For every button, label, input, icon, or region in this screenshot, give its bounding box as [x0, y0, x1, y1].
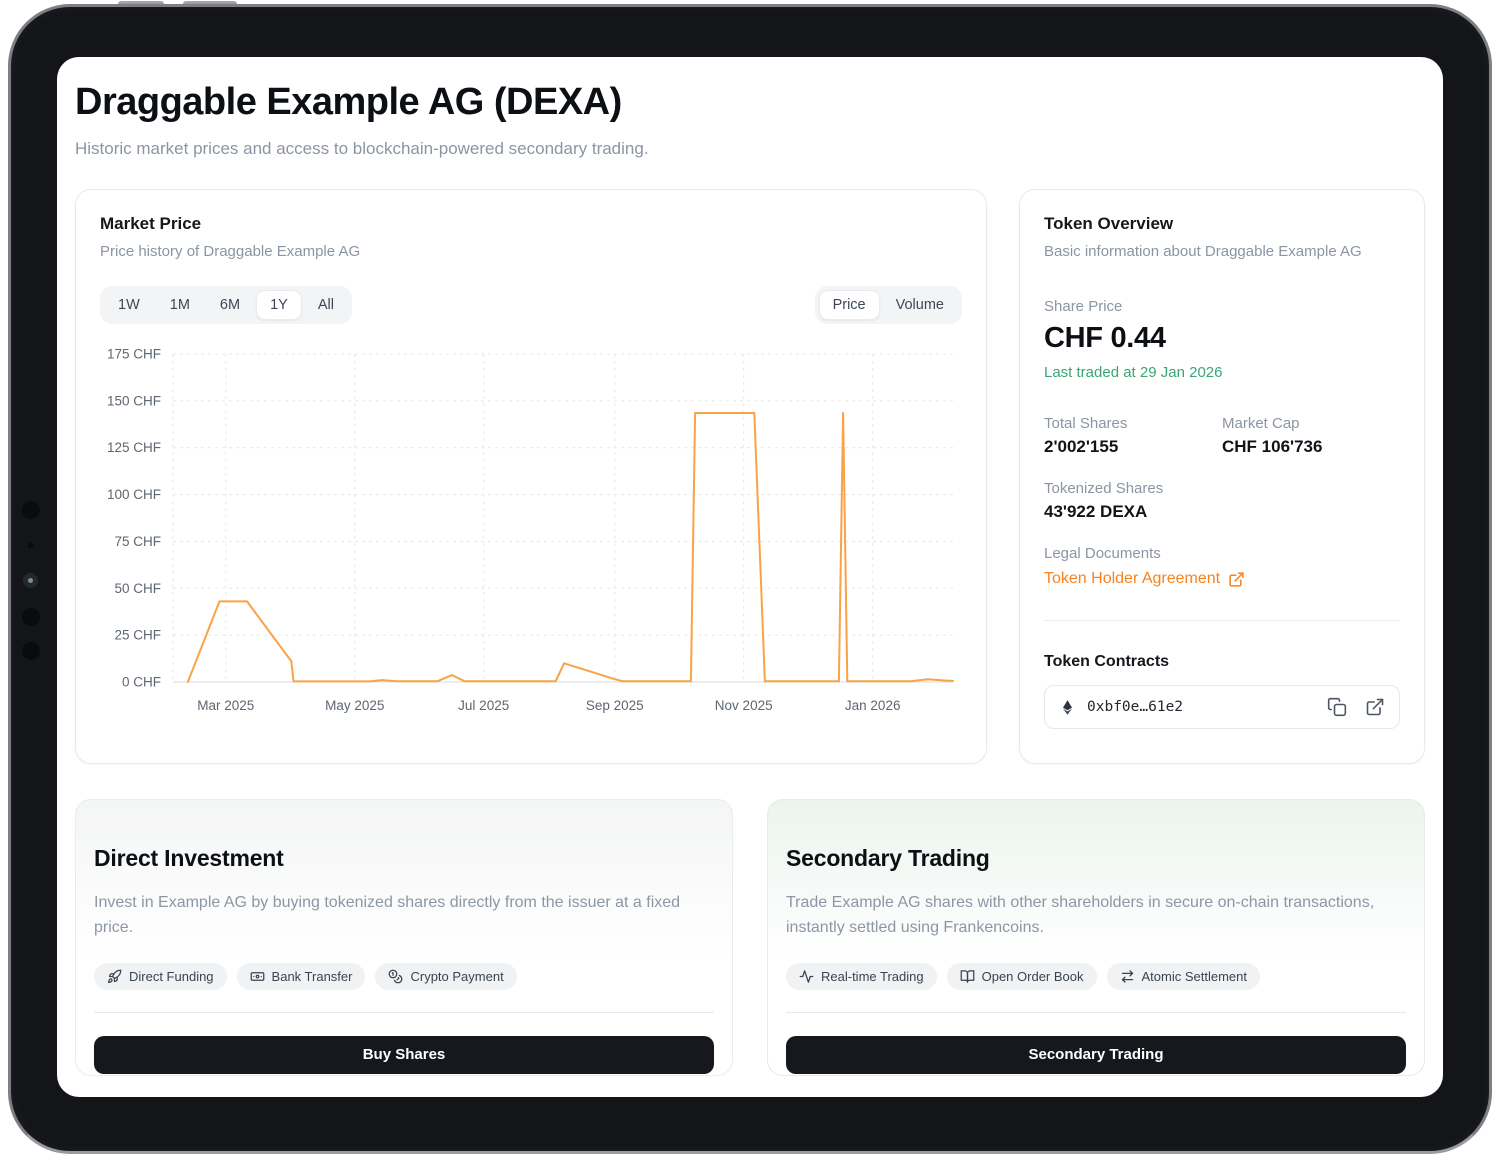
copy-icon [1327, 697, 1347, 717]
direct-investment-badges: Direct Funding Bank Transfer Crypto Paymen… [94, 962, 714, 990]
svg-text:Nov 2025: Nov 2025 [715, 698, 773, 713]
front-sensor-dot [22, 501, 40, 519]
microphone-dot [28, 543, 33, 548]
badge-crypto-payment: Crypto Payment [375, 962, 517, 990]
token-contract-row: 0xbf0e…61e2 [1044, 685, 1400, 729]
option-volume[interactable]: Volume [895, 297, 944, 313]
badge-atomic-settlement: Atomic Settlement [1106, 962, 1260, 990]
market-cap-label: Market Cap [1222, 415, 1300, 432]
svg-text:Sep 2025: Sep 2025 [586, 698, 644, 713]
legal-documents-block: Legal Documents Token Holder Agreement [1044, 545, 1400, 588]
total-shares-label: Total Shares [1044, 415, 1128, 432]
front-sensor-dot [22, 608, 40, 626]
direct-investment-title: Direct Investment [94, 845, 284, 872]
svg-text:Mar 2025: Mar 2025 [197, 698, 254, 713]
top-section: Market Price Price history of Draggable … [75, 189, 1425, 764]
market-price-subtitle: Price history of Draggable Example AG [100, 243, 361, 260]
badge-real-time-trading: Real-time Trading [786, 962, 937, 990]
token-overview-title: Token Overview [1044, 214, 1174, 233]
option-6m[interactable]: 6M [219, 297, 241, 313]
svg-text:May 2025: May 2025 [325, 698, 384, 713]
front-camera-icon [23, 573, 38, 588]
share-price-value: CHF 0.44 [1044, 322, 1166, 354]
token-holder-agreement-link[interactable]: Token Holder Agreement [1044, 570, 1245, 588]
time-range-selector: 1W 1M 6M 1Y All [100, 286, 352, 324]
svg-text:Jul 2025: Jul 2025 [458, 698, 509, 713]
card-divider [94, 1011, 714, 1013]
badge-direct-funding: Direct Funding [94, 962, 227, 990]
arrows-right-left-icon [1121, 970, 1133, 983]
token-overview-card: Token Overview Basic information about D… [1019, 189, 1425, 764]
secondary-trading-badges: Real-time Trading Open Order Book Atomic S… [786, 962, 1406, 990]
token-contracts-title: Token Contracts [1044, 653, 1170, 670]
tablet-frame: Draggable Example AG (DEXA) Historic mar… [8, 4, 1492, 1154]
bottom-section: Direct Investment Invest in Example AG b… [75, 799, 1425, 1076]
svg-text:0 CHF: 0 CHF [122, 675, 161, 690]
option-1w[interactable]: 1W [118, 297, 140, 313]
badge-bank-transfer: Bank Transfer [236, 962, 366, 990]
rocket-icon [107, 969, 122, 983]
tokenized-shares-label: Tokenized Shares [1044, 480, 1164, 497]
price-history-chart: 175 CHF 150 CHF 125 CHF 100 CHF 75 CHF 50 CHF… [107, 347, 954, 713]
token-overview-subtitle: Basic information about Draggable Exampl… [1044, 243, 1362, 260]
svg-text:100 CHF: 100 CHF [107, 487, 161, 502]
svg-text:Jan 2026: Jan 2026 [845, 698, 901, 713]
badge-open-order-book: Open Order Book [946, 962, 1097, 990]
secondary-trading-card: Secondary Trading Trade Example AG share… [767, 799, 1425, 1076]
svg-text:125 CHF: 125 CHF [107, 440, 161, 455]
chart-controls: 1W 1M 6M 1Y All Price Volume [100, 286, 962, 324]
secondary-trading-description: Trade Example AG shares with other share… [786, 894, 1375, 936]
contract-actions [1327, 697, 1385, 717]
book-open-icon [960, 970, 974, 983]
share-price-block: Share Price CHF 0.44 Last traded at 29 J… [1044, 298, 1400, 381]
shares-stats-row: Total Shares 2'002'155 Market Cap CHF 10… [1044, 415, 1400, 457]
copy-address-button[interactable] [1327, 697, 1347, 717]
option-all[interactable]: All [317, 297, 334, 313]
coins-icon [389, 969, 403, 984]
total-shares-stat: Total Shares 2'002'155 [1044, 415, 1222, 457]
front-sensor-dot [22, 642, 40, 660]
open-contract-button[interactable] [1365, 697, 1385, 717]
app-screen: Draggable Example AG (DEXA) Historic mar… [57, 57, 1443, 1097]
svg-text:150 CHF: 150 CHF [107, 393, 161, 408]
banknote-icon [250, 971, 264, 981]
market-price-title: Market Price [100, 214, 202, 233]
direct-investment-description: Invest in Example AG by buying tokenized… [94, 894, 681, 936]
external-link-icon [1229, 571, 1244, 587]
option-price[interactable]: Price [818, 290, 880, 320]
legal-link-label: Token Holder Agreement [1044, 570, 1221, 587]
total-shares-value: 2'002'155 [1044, 437, 1119, 456]
option-1y[interactable]: 1Y [256, 290, 302, 320]
market-cap-stat: Market Cap CHF 106'736 [1222, 415, 1400, 457]
last-traded-text: Last traded at 29 Jan 2026 [1044, 364, 1223, 381]
market-price-card: Market Price Price history of Draggable … [75, 189, 987, 764]
secondary-trading-button[interactable]: Secondary Trading [786, 1035, 1406, 1074]
card-divider [786, 1011, 1406, 1013]
page-subtitle: Historic market prices and access to blo… [75, 139, 649, 158]
direct-investment-card: Direct Investment Invest in Example AG b… [75, 799, 733, 1076]
price-volume-toggle: Price Volume [814, 286, 962, 324]
buy-shares-button[interactable]: Buy Shares [94, 1035, 714, 1074]
ethereum-icon [1062, 699, 1073, 715]
activity-icon [799, 970, 814, 983]
svg-text:25 CHF: 25 CHF [114, 628, 161, 643]
option-1m[interactable]: 1M [169, 297, 190, 313]
legal-documents-label: Legal Documents [1044, 545, 1161, 562]
tokenized-shares-value: 43'922 DEXA [1044, 502, 1148, 521]
tokenized-shares-block: Tokenized Shares 43'922 DEXA [1044, 480, 1400, 522]
svg-text:75 CHF: 75 CHF [114, 534, 161, 549]
page-title: Draggable Example AG (DEXA) [75, 81, 622, 123]
svg-text:175 CHF: 175 CHF [107, 347, 161, 362]
external-link-icon [1366, 698, 1384, 716]
share-price-label: Share Price [1044, 298, 1123, 315]
token-card-divider [1044, 620, 1400, 621]
contract-address: 0xbf0e…61e2 [1087, 699, 1184, 715]
secondary-trading-title: Secondary Trading [786, 845, 990, 872]
market-cap-value: CHF 106'736 [1222, 437, 1323, 456]
svg-text:50 CHF: 50 CHF [114, 581, 161, 596]
